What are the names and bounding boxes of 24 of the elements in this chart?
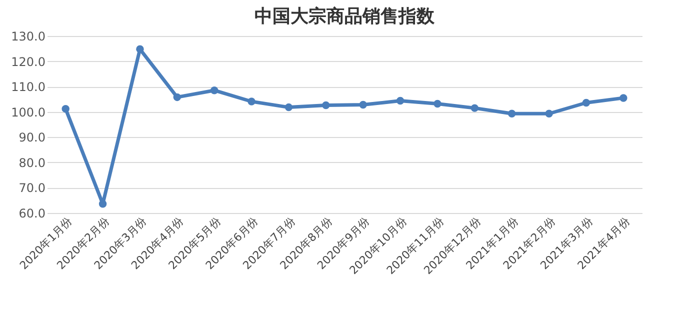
point [620,94,628,102]
chart-title: 中国大宗商品销售指数 [254,6,436,27]
y-tick-label: 80.0 [18,156,46,170]
y-tick-label: 130.0 [11,30,46,44]
point [173,93,182,102]
point [470,104,479,112]
point [582,98,590,107]
y-tick-label: 100.0 [11,105,46,120]
point [322,101,330,110]
y-tick-label: 110.0 [11,80,46,94]
point [508,110,516,118]
point [210,86,218,94]
point [284,103,293,112]
y-tick-label: 70.0 [18,181,46,196]
point [396,96,404,105]
point [434,100,442,108]
y-tick-label: 60.0 [18,206,46,220]
y-tick-label: 90.0 [18,130,46,145]
point [98,200,107,208]
point [359,100,367,109]
point [545,110,553,118]
y-tick-label: 120.0 [11,54,46,69]
point [62,104,70,113]
point [248,98,256,106]
